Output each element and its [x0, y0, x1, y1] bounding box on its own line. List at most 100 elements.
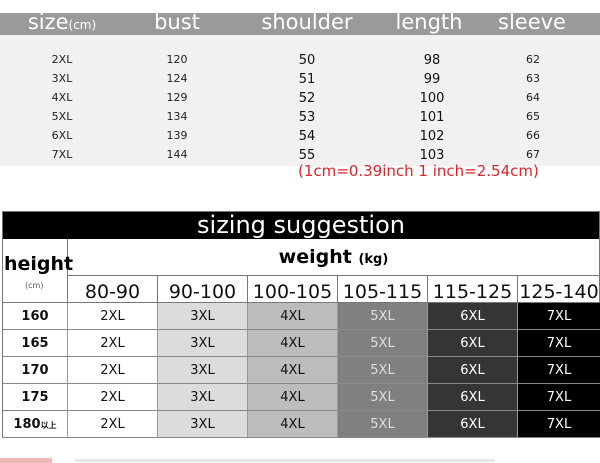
height-label: height [4, 253, 74, 275]
weight-range: 115-125 [428, 276, 518, 303]
cell-length: 99 [423, 72, 441, 87]
cell-size: 2XL [51, 53, 73, 66]
height-suffix: 以上 [40, 421, 57, 430]
measurement-table: size(cm) bust shoulder length sleeve 2XL… [0, 13, 600, 166]
height-number: 160 [21, 309, 49, 324]
height-number: 180 [13, 417, 41, 432]
size-cell: 6XL [428, 357, 518, 384]
header-size-unit: (cm) [68, 18, 97, 32]
weight-range: 80-90 [68, 276, 158, 303]
cell-shoulder: 50 [298, 53, 316, 68]
measurement-row: 6XL 139 54 102 66 [0, 129, 600, 148]
cell-length: 100 [419, 91, 445, 106]
cell-sleeve: 62 [526, 53, 540, 66]
size-cell: 2XL [68, 357, 158, 384]
conversion-note: (1cm=0.39inch 1 inch=2.54cm) [298, 162, 539, 180]
footer-blurred-text [0, 456, 600, 463]
cell-sleeve: 66 [526, 129, 540, 142]
weight-range: 100-105 [248, 276, 338, 303]
cell-sleeve: 64 [526, 91, 540, 104]
cell-length: 103 [419, 148, 445, 163]
height-value: 165 [3, 330, 68, 357]
cell-sleeve: 67 [526, 148, 540, 161]
size-cell: 6XL [428, 303, 518, 330]
size-cell: 2XL [68, 384, 158, 411]
size-cell: 5XL [338, 357, 428, 384]
cell-bust: 124 [166, 72, 188, 85]
header-bust: bust [154, 13, 200, 34]
cell-bust: 144 [166, 148, 188, 161]
size-cell: 5XL [338, 411, 428, 438]
cell-length: 101 [419, 110, 445, 125]
cell-bust: 134 [166, 110, 188, 123]
height-number: 165 [21, 336, 49, 351]
size-cell: 2XL [68, 330, 158, 357]
size-cell: 4XL [248, 384, 338, 411]
height-header: height (cm) [3, 239, 73, 303]
height-unit: (cm) [25, 281, 44, 290]
sizing-suggestion-table: sizing suggestion height (cm) weight (kg… [2, 211, 600, 438]
cell-bust: 120 [166, 53, 188, 66]
cell-size: 6XL [51, 129, 73, 142]
height-number: 170 [21, 363, 49, 378]
weight-header: weight (kg) [68, 239, 599, 276]
size-cell: 2XL [68, 411, 158, 438]
cell-sleeve: 65 [526, 110, 540, 123]
height-value: 170 [3, 357, 68, 384]
weight-range: 90-100 [158, 276, 248, 303]
cell-bust: 129 [166, 91, 188, 104]
suggestion-title: sizing suggestion [3, 212, 599, 239]
size-cell: 6XL [428, 411, 518, 438]
cell-length: 102 [419, 129, 445, 144]
size-cell: 3XL [158, 303, 248, 330]
size-cell: 7XL [518, 330, 600, 357]
cell-shoulder: 55 [298, 148, 316, 163]
measurement-row: 3XL 124 51 99 63 [0, 72, 600, 91]
cell-shoulder: 51 [298, 72, 316, 87]
height-value: 175 [3, 384, 68, 411]
size-cell: 3XL [158, 330, 248, 357]
header-size: size(cm) [28, 13, 96, 35]
cell-bust: 139 [166, 129, 188, 142]
weight-unit: (kg) [358, 252, 389, 267]
cell-sleeve: 63 [526, 72, 540, 85]
measurement-row: 5XL 134 53 101 65 [0, 110, 600, 129]
height-number: 175 [21, 390, 49, 405]
measurement-row: 7XL 144 55 103 67 [0, 148, 600, 167]
size-cell: 6XL [428, 330, 518, 357]
size-cell: 5XL [338, 303, 428, 330]
size-cell: 4XL [248, 303, 338, 330]
size-cell: 4XL [248, 411, 338, 438]
size-cell: 4XL [248, 357, 338, 384]
cell-size: 4XL [51, 91, 73, 104]
cell-size: 7XL [51, 148, 73, 161]
cell-shoulder: 54 [298, 129, 316, 144]
size-cell: 5XL [338, 384, 428, 411]
cell-size: 5XL [51, 110, 73, 123]
header-length: length [395, 13, 463, 34]
size-cell: 7XL [518, 357, 600, 384]
weight-range: 125-140 [518, 276, 600, 303]
header-shoulder: shoulder [261, 13, 353, 34]
size-cell: 3XL [158, 357, 248, 384]
cell-size: 3XL [51, 72, 73, 85]
size-cell: 5XL [338, 330, 428, 357]
size-cell: 7XL [518, 303, 600, 330]
size-cell: 2XL [68, 303, 158, 330]
height-value: 180以上 [3, 411, 68, 438]
cell-shoulder: 52 [298, 91, 316, 106]
cell-length: 98 [423, 53, 441, 68]
size-cell: 4XL [248, 330, 338, 357]
size-cell: 3XL [158, 411, 248, 438]
cell-shoulder: 53 [298, 110, 316, 125]
weight-range: 105-115 [338, 276, 428, 303]
height-value: 160 [3, 303, 68, 330]
measurement-header: size(cm) bust shoulder length sleeve [0, 13, 600, 35]
measurement-row: 4XL 129 52 100 64 [0, 91, 600, 110]
size-cell: 6XL [428, 384, 518, 411]
size-cell: 7XL [518, 384, 600, 411]
measurement-row: 2XL 120 50 98 62 [0, 53, 600, 72]
header-sleeve: sleeve [498, 13, 566, 34]
header-size-label: size [27, 13, 69, 34]
size-cell: 7XL [518, 411, 600, 438]
